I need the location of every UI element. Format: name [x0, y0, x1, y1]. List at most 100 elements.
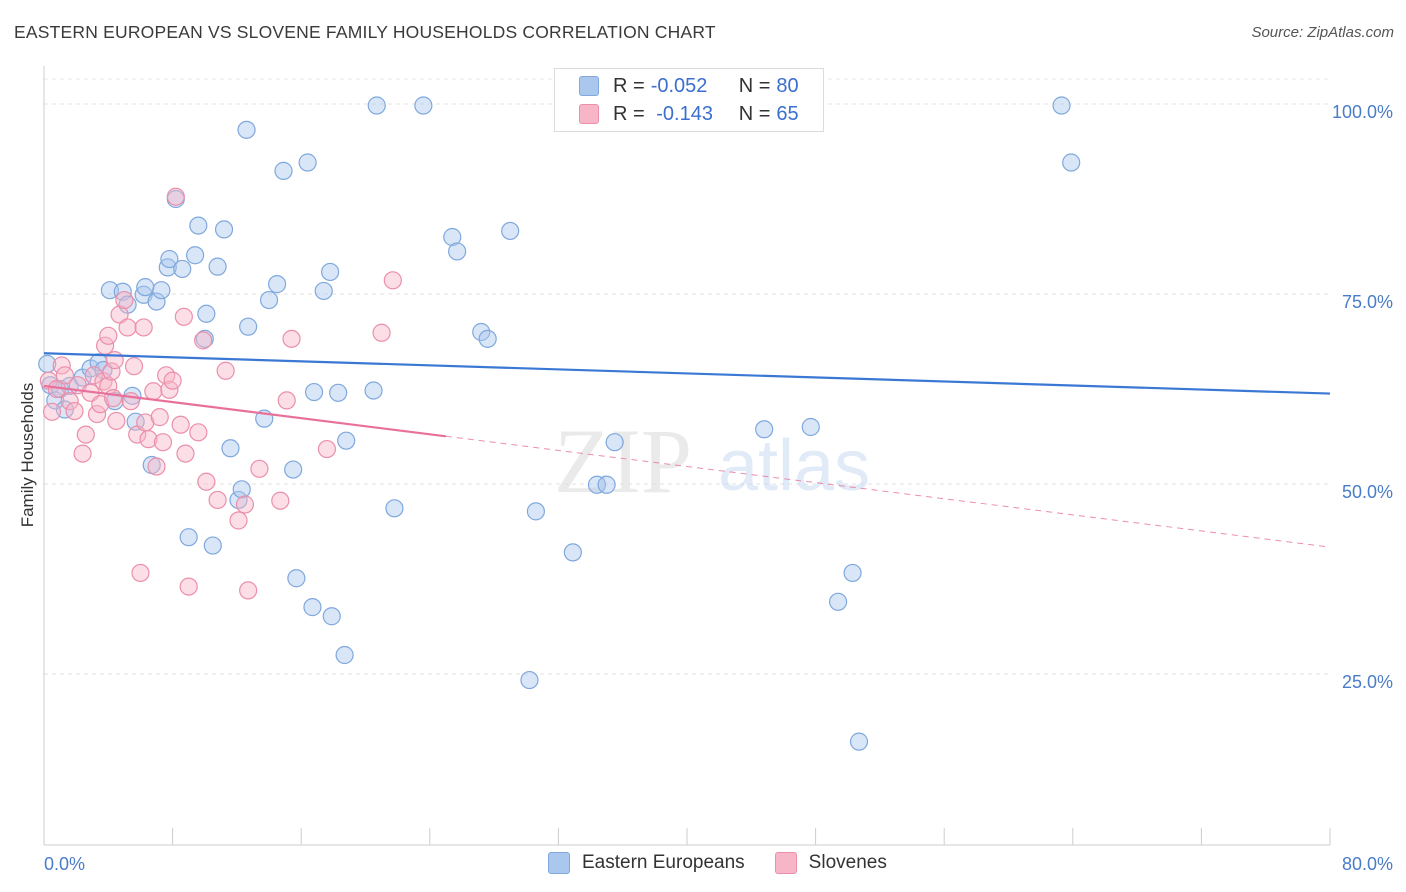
- trendline-eastern-europeans: [43, 352, 1331, 395]
- point-eastern-europeans: [203, 536, 222, 555]
- point-eastern-europeans: [414, 96, 433, 115]
- legend-label-eastern-europeans: Eastern Europeans: [582, 852, 745, 873]
- point-eastern-europeans: [314, 281, 333, 301]
- point-slovenes: [42, 402, 62, 421]
- point-slovenes: [131, 563, 150, 583]
- point-slovenes: [60, 392, 79, 411]
- point-eastern-europeans: [843, 563, 862, 583]
- legend-swatch-slovenes: [774, 852, 797, 874]
- point-eastern-europeans: [237, 120, 256, 139]
- point-eastern-europeans: [179, 528, 198, 547]
- point-eastern-europeans: [443, 227, 462, 247]
- point-slovenes: [208, 490, 227, 510]
- stats-legend: R = -0.052 N = 80 R = -0.143 N = 65: [554, 68, 824, 132]
- point-eastern-europeans: [298, 153, 317, 172]
- point-slovenes: [235, 495, 255, 514]
- point-slovenes: [139, 430, 158, 449]
- point-slovenes: [150, 408, 169, 427]
- point-eastern-europeans: [849, 732, 869, 751]
- point-eastern-europeans: [587, 475, 607, 494]
- point-eastern-europeans: [105, 392, 124, 411]
- point-slovenes: [229, 511, 248, 530]
- point-eastern-europeans: [321, 262, 340, 282]
- point-slovenes: [277, 391, 296, 410]
- point-eastern-europeans: [605, 433, 624, 452]
- point-eastern-europeans: [367, 96, 386, 115]
- point-slovenes: [87, 404, 107, 424]
- legend-r-value: -0.052: [650, 74, 708, 97]
- point-eastern-europeans: [221, 439, 240, 458]
- point-eastern-europeans: [189, 216, 208, 235]
- point-slovenes: [372, 323, 391, 342]
- point-eastern-europeans: [147, 292, 166, 311]
- point-slovenes: [179, 577, 198, 596]
- point-eastern-europeans: [478, 329, 497, 348]
- point-eastern-europeans: [322, 607, 341, 626]
- point-eastern-europeans: [160, 249, 179, 269]
- watermark-zip: ZIP: [554, 410, 692, 512]
- y-tick-label: 25.0%: [1342, 672, 1393, 692]
- point-slovenes: [52, 356, 71, 375]
- x-tick-label: 0.0%: [44, 854, 85, 874]
- point-slovenes: [176, 444, 195, 463]
- legend-n-value: 80: [776, 74, 799, 97]
- trendline-slovenes: [43, 384, 447, 438]
- point-slovenes: [189, 423, 208, 442]
- chart-title: EASTERN EUROPEAN VS SLOVENE FAMILY HOUSE…: [14, 22, 716, 42]
- point-slovenes: [55, 366, 74, 385]
- point-eastern-europeans: [801, 417, 820, 437]
- point-eastern-europeans: [385, 499, 404, 518]
- point-eastern-europeans: [287, 569, 306, 588]
- point-eastern-europeans: [829, 592, 848, 611]
- point-slovenes: [99, 326, 118, 345]
- point-slovenes: [282, 329, 301, 348]
- point-eastern-europeans: [337, 431, 356, 450]
- legend-item-eastern-europeans[interactable]: Eastern Europeans: [548, 852, 745, 874]
- point-eastern-europeans: [214, 220, 234, 239]
- trendline-slovenes-extension: [445, 435, 1331, 548]
- point-eastern-europeans: [1052, 96, 1071, 115]
- point-slovenes: [110, 305, 129, 324]
- legend-swatch-eastern-europeans: [548, 852, 570, 874]
- point-eastern-europeans: [329, 383, 348, 402]
- point-slovenes: [144, 382, 163, 401]
- legend-n-label: N =: [738, 102, 771, 125]
- point-slovenes: [163, 371, 182, 390]
- point-slovenes: [107, 411, 126, 431]
- point-eastern-europeans: [274, 161, 293, 180]
- point-slovenes: [118, 318, 137, 337]
- legend-r-label: R =: [613, 74, 645, 97]
- x-tick-label: 80.0%: [1342, 854, 1393, 874]
- legend-item-slovenes[interactable]: Slovenes: [774, 852, 887, 874]
- point-slovenes: [102, 362, 121, 381]
- point-eastern-europeans: [1062, 153, 1081, 172]
- legend-swatch-slovenes: [579, 104, 599, 124]
- point-eastern-europeans: [186, 246, 205, 265]
- point-eastern-europeans: [448, 242, 467, 261]
- point-slovenes: [76, 425, 95, 444]
- point-slovenes: [239, 581, 258, 600]
- point-eastern-europeans: [46, 391, 65, 410]
- legend-row-eastern-europeans: R = -0.052 N = 80: [555, 72, 799, 100]
- y-tick-label: 50.0%: [1342, 482, 1393, 502]
- legend-label-slovenes: Slovenes: [808, 852, 887, 873]
- point-eastern-europeans: [501, 221, 520, 241]
- point-slovenes: [216, 361, 235, 380]
- point-slovenes: [250, 459, 269, 478]
- point-slovenes: [171, 415, 190, 434]
- y-tick-label: 100.0%: [1332, 102, 1393, 122]
- point-eastern-europeans: [208, 257, 227, 276]
- point-slovenes: [194, 331, 213, 350]
- point-eastern-europeans: [335, 645, 354, 665]
- legend-n-label: N =: [738, 74, 771, 97]
- legend-n-value: 65: [776, 102, 799, 125]
- watermark-atlas: atlas: [718, 426, 870, 506]
- point-eastern-europeans: [303, 598, 322, 617]
- point-eastern-europeans: [597, 475, 616, 494]
- point-eastern-europeans: [239, 317, 258, 336]
- point-slovenes: [174, 307, 193, 326]
- point-eastern-europeans: [304, 382, 324, 402]
- point-eastern-europeans: [267, 275, 287, 294]
- point-slovenes: [197, 472, 216, 491]
- point-eastern-europeans: [520, 670, 539, 690]
